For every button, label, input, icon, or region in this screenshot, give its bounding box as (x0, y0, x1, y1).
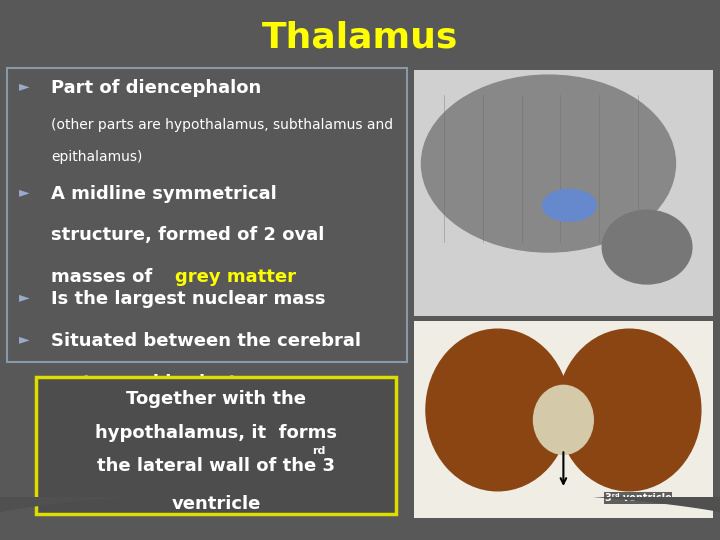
Text: cortex and brainstem: cortex and brainstem (51, 374, 269, 391)
Text: structure, formed of 2 oval: structure, formed of 2 oval (51, 226, 325, 245)
Text: ►: ► (19, 185, 30, 199)
Text: Thalamus: Thalamus (262, 20, 458, 54)
Ellipse shape (542, 190, 596, 221)
Text: epithalamus): epithalamus) (51, 150, 143, 164)
Text: ventricle: ventricle (171, 495, 261, 513)
Ellipse shape (557, 329, 701, 491)
Text: ►: ► (19, 289, 30, 303)
Text: grey matter: grey matter (175, 268, 296, 286)
Ellipse shape (421, 75, 675, 252)
Text: (other parts are hypothalamus, subthalamus and: (other parts are hypothalamus, subthalam… (51, 118, 393, 132)
Text: masses of: masses of (51, 268, 158, 286)
Text: the lateral wall of the 3: the lateral wall of the 3 (97, 457, 335, 475)
Ellipse shape (602, 210, 692, 284)
Text: A midline symmetrical: A midline symmetrical (51, 185, 277, 203)
Text: ►: ► (19, 332, 30, 346)
Text: Is the largest nuclear mass: Is the largest nuclear mass (51, 289, 325, 308)
FancyBboxPatch shape (36, 377, 396, 514)
Text: 3ʳᵈ ventricle: 3ʳᵈ ventricle (605, 492, 672, 503)
Ellipse shape (534, 386, 593, 454)
Text: hypothalamus, it  forms: hypothalamus, it forms (95, 423, 337, 442)
Text: Situated between the cerebral: Situated between the cerebral (51, 332, 361, 350)
Text: Part of diencephalon: Part of diencephalon (51, 79, 268, 97)
Text: rd: rd (312, 446, 326, 456)
Text: Together with the: Together with the (126, 390, 306, 408)
Ellipse shape (426, 329, 570, 491)
Text: ►: ► (19, 79, 30, 93)
